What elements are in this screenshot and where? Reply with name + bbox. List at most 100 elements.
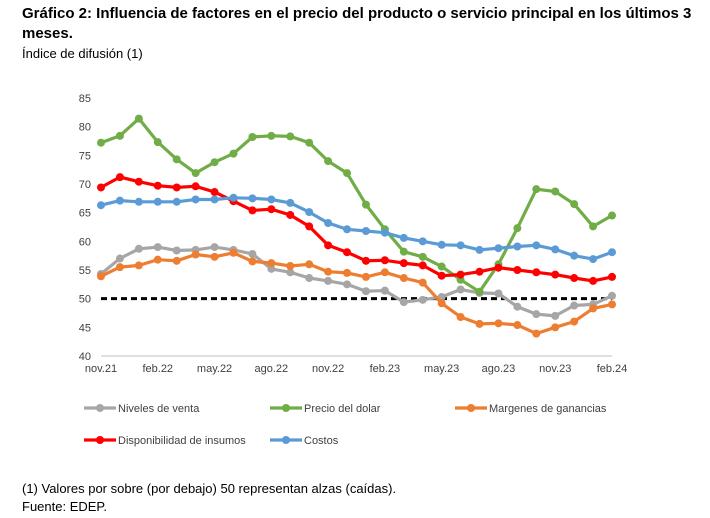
data-point [248, 194, 257, 203]
data-point [324, 276, 333, 285]
data-point [380, 228, 389, 237]
data-point [513, 302, 522, 311]
y-tick-label: 60 [79, 236, 91, 248]
legend-label: Disponibilidad de insumos [118, 435, 246, 447]
data-point [286, 198, 295, 207]
data-point [570, 200, 579, 209]
legend-swatch-marker [282, 404, 290, 412]
x-tick-label: may.22 [197, 363, 232, 375]
data-point [286, 210, 295, 219]
data-point [532, 241, 541, 250]
data-point [456, 285, 465, 294]
data-point [361, 256, 370, 265]
data-point [191, 182, 200, 191]
axes: 40 45 50 55 60 65 70 75 80 85 nov.21 feb.22 may.22 ag… [79, 93, 628, 375]
data-point [418, 261, 427, 270]
data-point [570, 251, 579, 260]
data-point [399, 247, 408, 256]
data-point [399, 233, 408, 242]
data-point [608, 272, 616, 281]
data-point [324, 241, 333, 250]
series-5 [97, 193, 616, 264]
data-point [380, 268, 389, 277]
series-group [97, 114, 616, 338]
data-point [153, 138, 162, 147]
legend-swatch-marker [96, 404, 104, 412]
data-point [475, 267, 484, 276]
source-note: Fuente: EDEP. [22, 499, 108, 514]
data-point [608, 291, 616, 300]
data-point [343, 169, 352, 178]
data-point [380, 286, 389, 295]
data-point [551, 245, 560, 254]
data-point [191, 169, 200, 178]
data-point [608, 300, 616, 309]
legend-label: Margenes de ganancias [489, 403, 607, 415]
data-point [513, 266, 522, 274]
legend-swatch-marker [96, 436, 104, 444]
data-point [456, 241, 465, 250]
series-4 [97, 173, 616, 285]
data-point [153, 255, 162, 264]
data-point [437, 299, 446, 308]
series-3 [97, 248, 616, 338]
y-tick-label: 45 [79, 322, 91, 334]
data-point [134, 197, 143, 206]
y-tick-label: 50 [79, 294, 91, 306]
data-point [115, 196, 124, 205]
data-point [172, 256, 181, 265]
data-point [210, 252, 219, 261]
series-line [100, 251, 613, 336]
y-tick-label: 65 [79, 208, 91, 220]
data-point [608, 211, 616, 220]
data-point [437, 240, 446, 249]
data-point [267, 259, 276, 268]
x-tick-label: ago.23 [482, 363, 516, 375]
data-point [551, 311, 560, 320]
data-point [361, 287, 370, 296]
data-point [172, 155, 181, 164]
data-point [248, 132, 257, 141]
data-point [248, 249, 257, 258]
data-point [267, 131, 276, 140]
y-axis-subtitle: Índice de difusión (1) [22, 46, 143, 61]
legend-swatch-marker [282, 436, 290, 444]
series-line [100, 196, 613, 261]
data-point [153, 243, 162, 252]
data-point [475, 245, 484, 254]
data-point [343, 280, 352, 289]
data-point [513, 224, 522, 233]
x-tick-label: nov.22 [312, 363, 344, 375]
data-point [343, 225, 352, 234]
data-point [589, 276, 598, 285]
data-point [172, 246, 181, 255]
data-point [191, 250, 200, 259]
legend-item: Niveles de venta [84, 403, 200, 415]
data-point [97, 272, 105, 281]
data-point [513, 321, 522, 330]
data-point [267, 195, 276, 204]
data-point [210, 243, 219, 252]
data-point [267, 205, 276, 214]
legend-label: Costos [304, 435, 339, 447]
data-point [97, 201, 105, 210]
data-point [532, 268, 541, 277]
data-point [513, 242, 522, 251]
data-point [305, 208, 314, 217]
x-tick-label: ago.22 [255, 363, 289, 375]
data-point [437, 271, 446, 280]
data-point [97, 183, 105, 192]
data-point [115, 173, 124, 182]
x-tick-label: nov.23 [539, 363, 571, 375]
data-point [551, 187, 560, 196]
data-point [172, 183, 181, 192]
data-point [305, 138, 314, 147]
data-point [551, 323, 560, 332]
data-point [456, 270, 465, 279]
series-line [99, 245, 613, 318]
data-point [172, 197, 181, 206]
data-point [343, 268, 352, 277]
data-point [532, 310, 541, 319]
data-point [115, 131, 124, 140]
data-point [153, 181, 162, 190]
